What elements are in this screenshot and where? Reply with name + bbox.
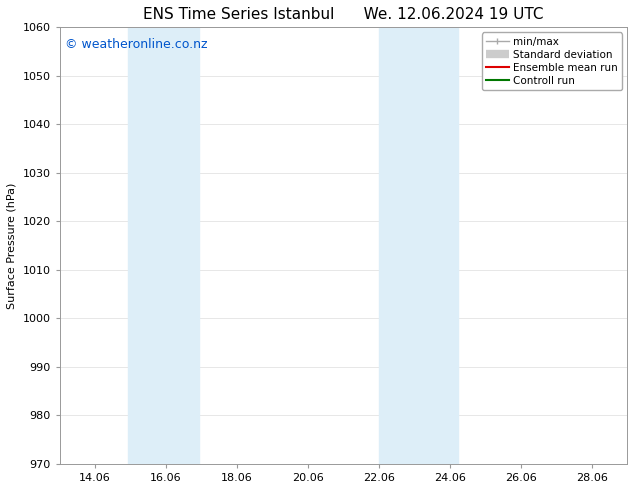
Bar bbox=[379, 27, 458, 464]
Title: ENS Time Series Istanbul      We. 12.06.2024 19 UTC: ENS Time Series Istanbul We. 12.06.2024 … bbox=[143, 7, 543, 22]
Legend: min/max, Standard deviation, Ensemble mean run, Controll run: min/max, Standard deviation, Ensemble me… bbox=[482, 32, 622, 90]
Bar bbox=[129, 27, 199, 464]
Text: © weatheronline.co.nz: © weatheronline.co.nz bbox=[65, 38, 208, 51]
Y-axis label: Surface Pressure (hPa): Surface Pressure (hPa) bbox=[7, 182, 17, 309]
